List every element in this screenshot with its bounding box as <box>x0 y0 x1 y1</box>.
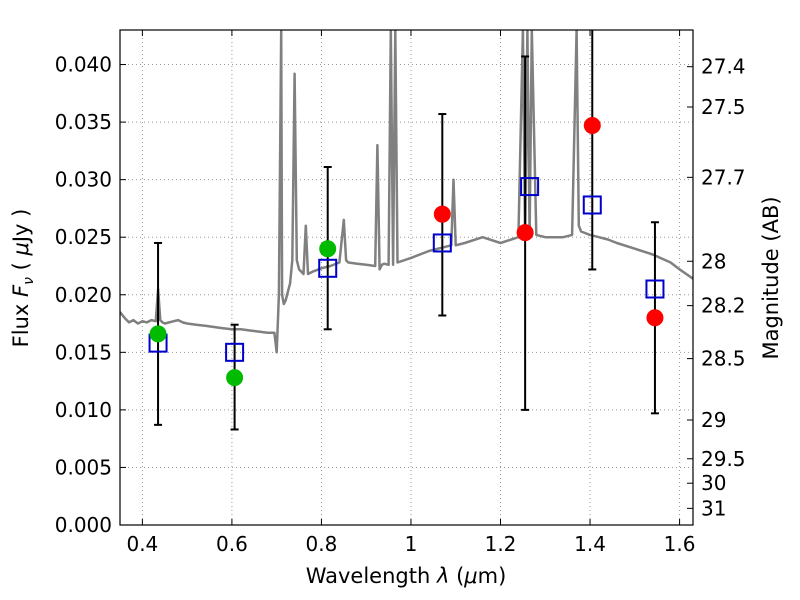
x-tick-label: 1.6 <box>664 532 696 556</box>
y2-axis-label: Magnitude (AB) <box>759 196 783 359</box>
y-axis-label: Flux Fν ( μJy ) <box>9 209 37 348</box>
observed-photometry-layer <box>149 117 664 387</box>
y-tick-label: 0.025 <box>55 225 112 249</box>
y2-tick-label: 27.4 <box>701 55 746 79</box>
x-tick-label: 0.8 <box>306 532 338 556</box>
axis-ticks: 0.4 0.6 0.8 1 1.2 1.4 1.6 0.000 0.005 0.010 0.015 0… <box>55 30 746 556</box>
y2-tick-label: 28.2 <box>701 294 746 318</box>
model-spectrum-line <box>120 30 693 354</box>
x-axis-label: Wavelength λ (μm) <box>306 564 507 588</box>
y-tick-label: 0.015 <box>55 340 112 364</box>
observed-photometry-point <box>319 240 337 258</box>
x-tick-label: 0.4 <box>126 532 158 556</box>
model-photometry-layer <box>148 177 665 362</box>
y-tick-label: 0.035 <box>55 110 112 134</box>
y2-tick-label: 27.5 <box>701 95 746 119</box>
model-spectrum-layer <box>120 30 693 354</box>
observed-photometry-point <box>646 309 664 327</box>
y2-tick-label: 29.5 <box>701 447 746 471</box>
y2-tick-label: 28.5 <box>701 347 746 371</box>
model-photometry-box <box>432 233 452 253</box>
observed-photometry-point <box>516 224 534 242</box>
x-tick-label: 1.4 <box>574 532 606 556</box>
plot-frame <box>119 29 694 526</box>
y-tick-label: 0.020 <box>55 283 112 307</box>
observed-photometry-point <box>149 325 167 343</box>
errorbar-layer <box>154 30 659 431</box>
grid <box>120 30 693 526</box>
model-photometry-box <box>645 279 665 299</box>
model-photometry-box <box>225 342 245 362</box>
observed-photometry-point <box>433 205 451 223</box>
y2-tick-label: 29 <box>701 408 726 432</box>
model-photometry-box <box>318 258 338 278</box>
y2-tick-label: 30 <box>701 471 726 495</box>
y2-tick-label: 31 <box>701 496 726 520</box>
model-photometry-box <box>582 195 602 215</box>
x-tick-label: 1 <box>405 532 418 556</box>
x-tick-label: 1.2 <box>485 532 517 556</box>
y-tick-label: 0.010 <box>55 398 112 422</box>
y-tick-label: 0.040 <box>55 53 112 77</box>
y-tick-label: 0.000 <box>55 513 112 537</box>
x-tick-label: 0.6 <box>216 532 248 556</box>
y-tick-label: 0.005 <box>55 455 112 479</box>
y2-tick-label: 28 <box>701 249 726 273</box>
y-tick-label: 0.030 <box>55 168 112 192</box>
model-photometry-box <box>520 177 540 197</box>
observed-photometry-point <box>583 117 601 135</box>
observed-photometry-point <box>226 369 244 387</box>
y2-tick-label: 27.7 <box>701 165 746 189</box>
